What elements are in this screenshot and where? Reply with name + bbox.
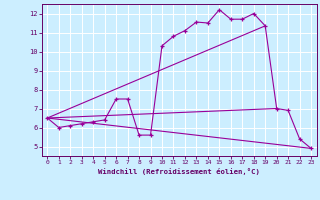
X-axis label: Windchill (Refroidissement éolien,°C): Windchill (Refroidissement éolien,°C) xyxy=(98,168,260,175)
